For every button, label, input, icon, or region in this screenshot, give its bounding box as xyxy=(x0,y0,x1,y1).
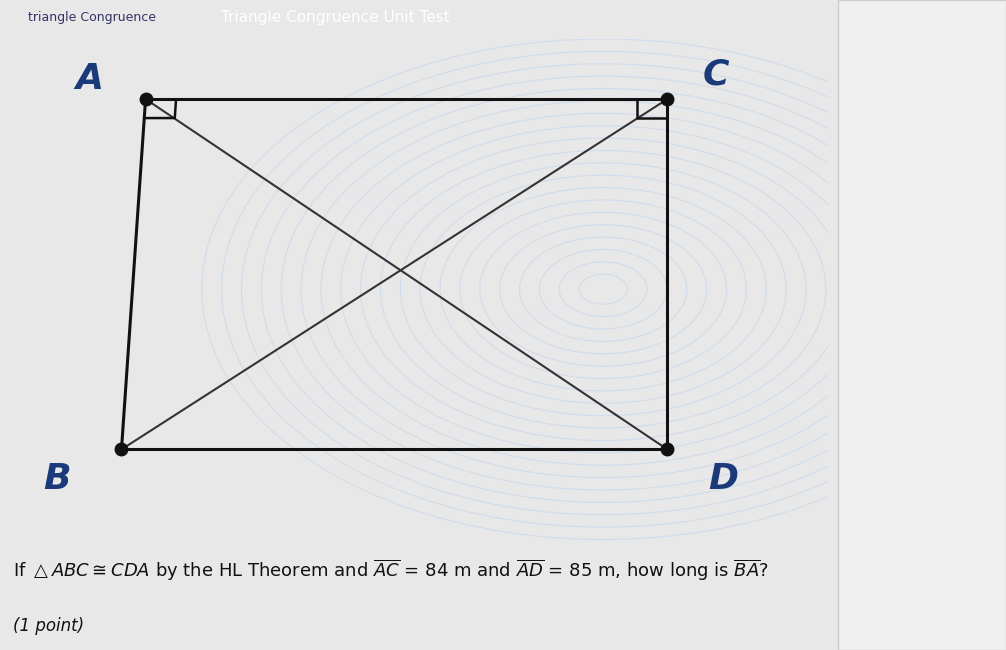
Bar xyxy=(838,94,1006,166)
Text: D: D xyxy=(708,462,738,497)
Text: Item 15: Item 15 xyxy=(863,376,923,391)
Text: Triangle Congruence Unit Test: Triangle Congruence Unit Test xyxy=(221,10,450,25)
Text: (1 point): (1 point) xyxy=(12,617,83,634)
Text: triangle Congruence: triangle Congruence xyxy=(28,11,156,24)
Text: If $\triangle ABC \cong CDA$ by the HL Theorem and $\overline{AC}$ = 84 m and $\: If $\triangle ABC \cong CDA$ by the HL T… xyxy=(12,558,769,583)
Text: C: C xyxy=(702,57,728,91)
Bar xyxy=(838,94,846,166)
Text: Item 14: Item 14 xyxy=(863,291,923,307)
Text: B: B xyxy=(43,462,71,497)
Text: A: A xyxy=(75,62,104,96)
Text: Item 12: Item 12 xyxy=(871,122,931,138)
Text: Item 11: Item 11 xyxy=(863,38,923,53)
Text: Item 13: Item 13 xyxy=(863,207,923,222)
